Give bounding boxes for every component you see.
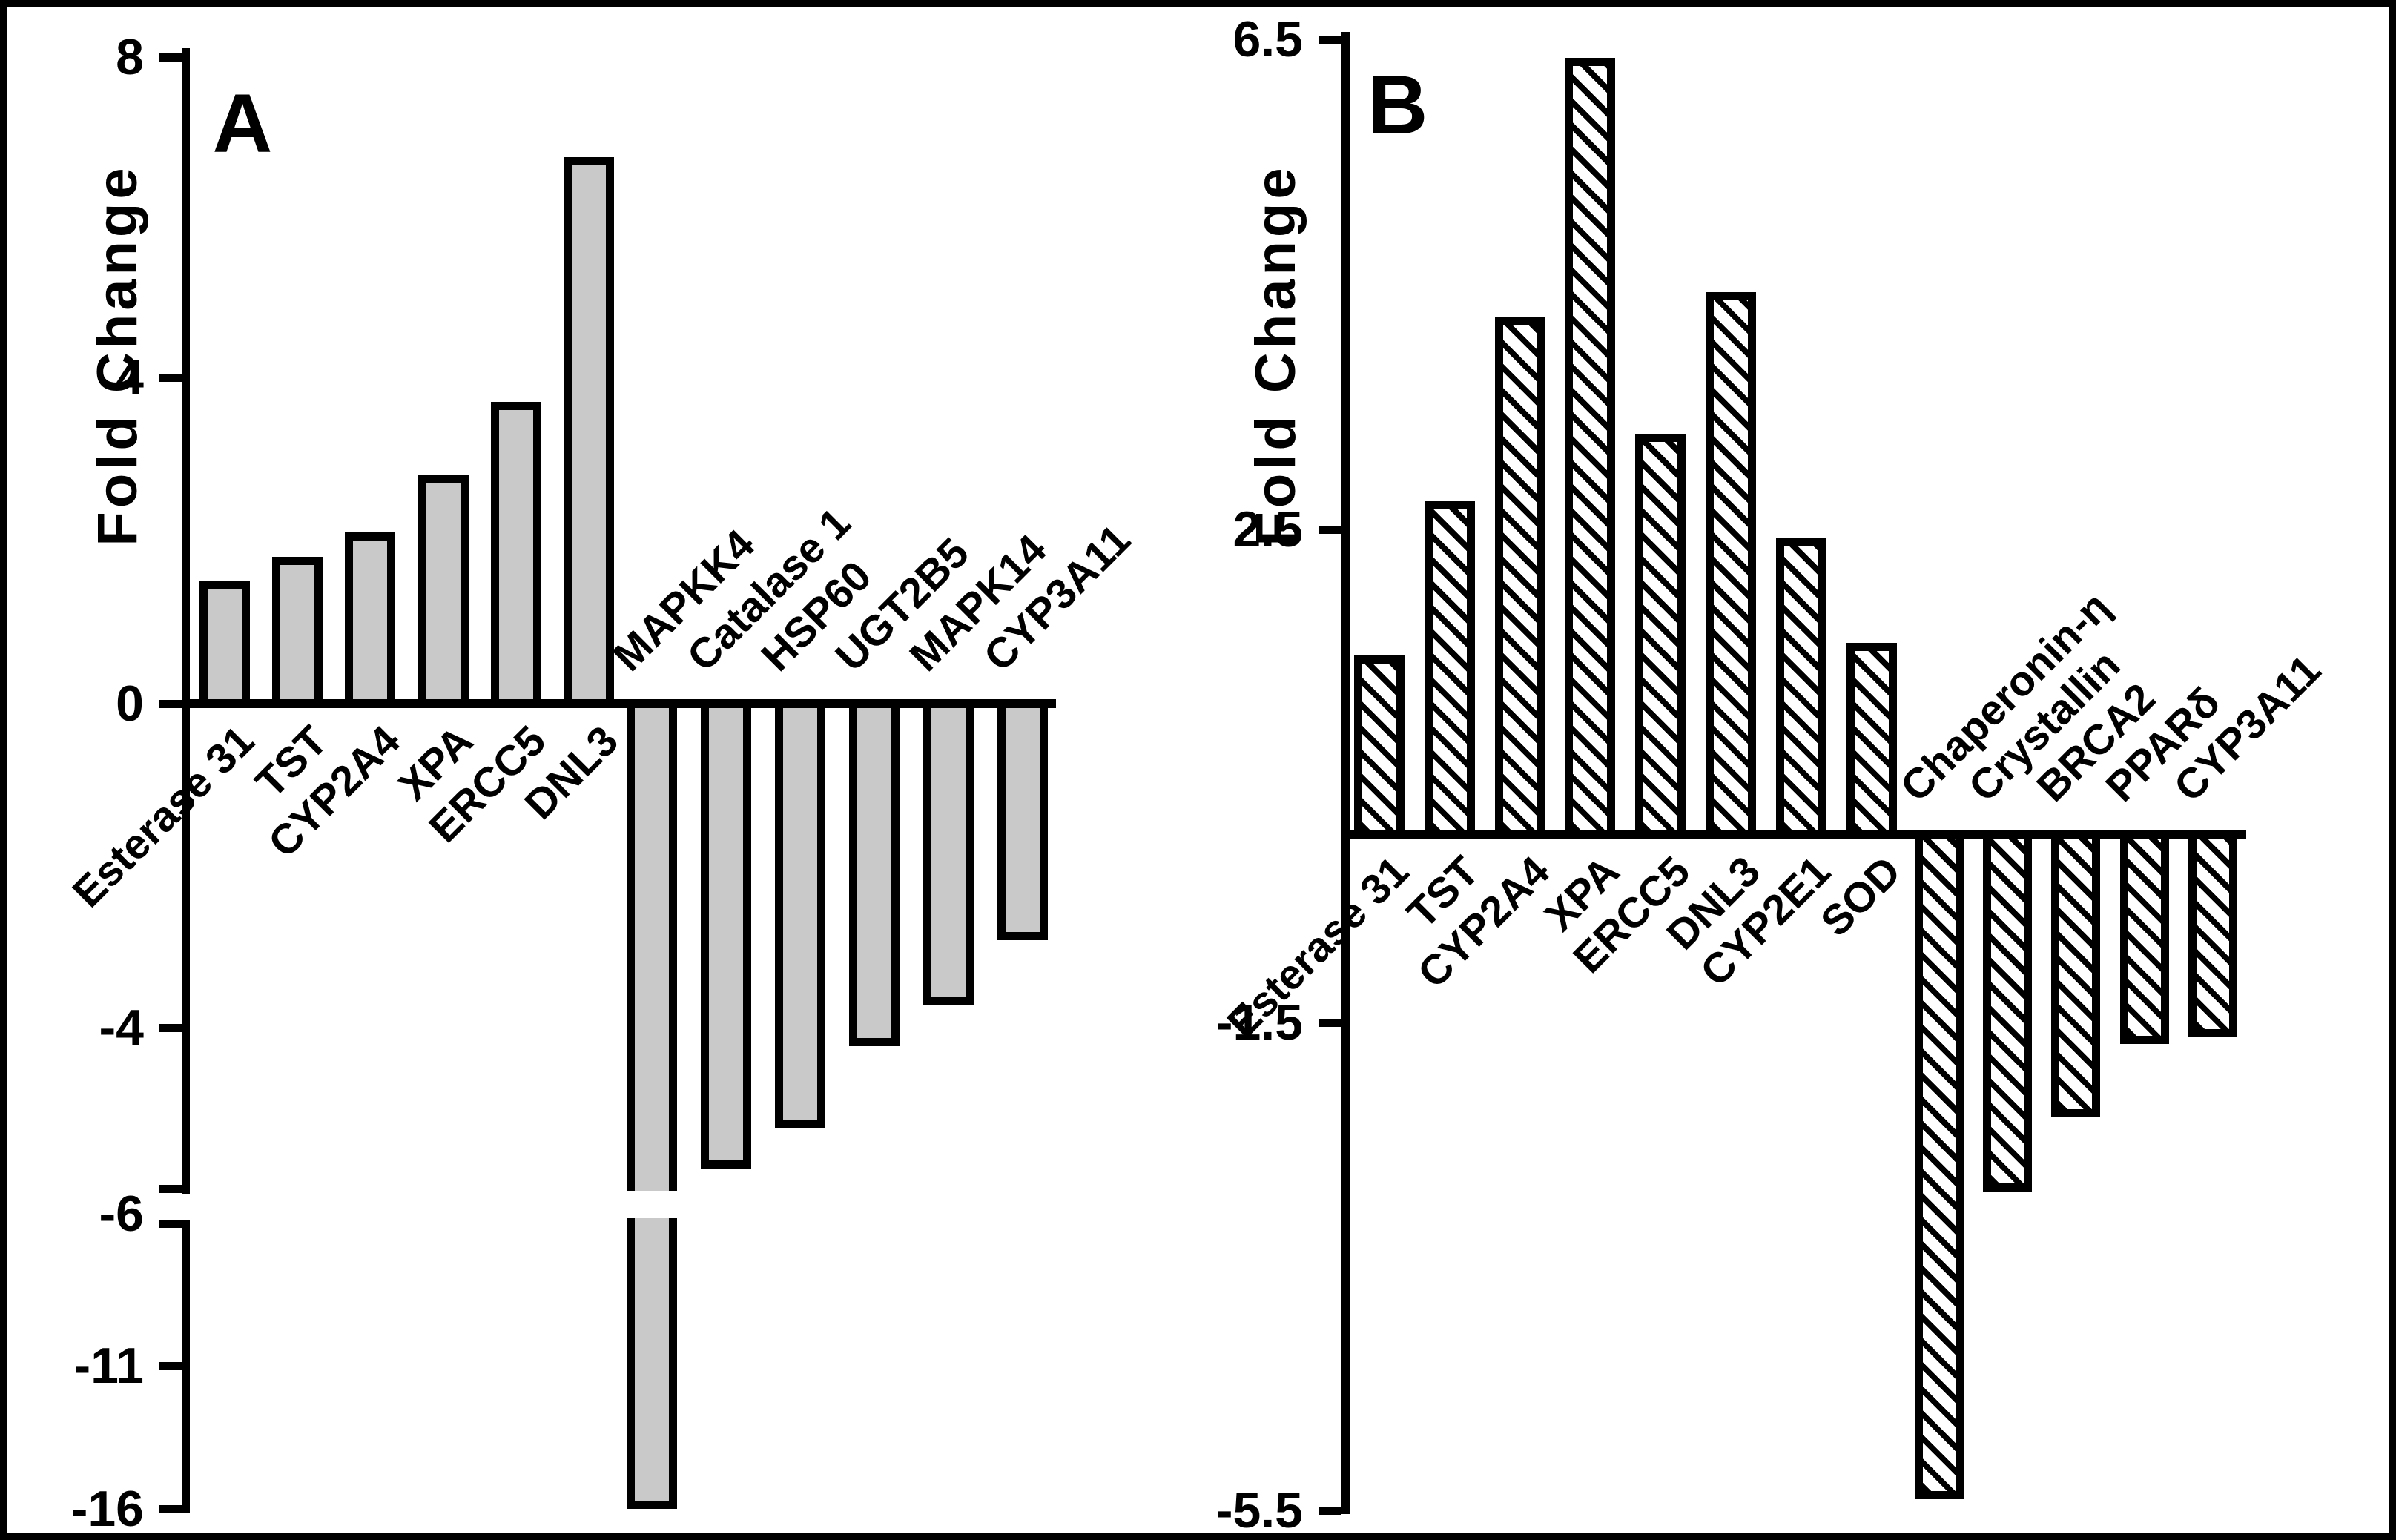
y-tick-label: 8 — [116, 29, 144, 85]
y-tick-label: -1.5 — [1215, 994, 1303, 1051]
y-axis-segment-1 — [182, 48, 190, 1194]
y-tick — [159, 1024, 182, 1032]
y-tick — [159, 53, 182, 62]
bar-cyp2e1 — [1775, 538, 1826, 839]
panel-letter-A: A — [212, 77, 273, 170]
bar-xpa — [418, 475, 469, 708]
y-tick-label: -4 — [99, 999, 144, 1056]
bar-cyp2a4 — [1494, 316, 1545, 839]
x-label-esterase-31: Esterase 31 — [1218, 847, 1419, 1048]
y-tick-label: 6.5 — [1232, 11, 1303, 67]
x-label-sod: SOD — [1812, 847, 1910, 946]
y-tick-label: 4 — [116, 349, 144, 406]
bar-esterase-31 — [1354, 655, 1405, 839]
bar-dnl3 — [1706, 291, 1756, 839]
bar-ppar — [2119, 830, 2169, 1044]
y-axis-segment-2 — [182, 1220, 190, 1513]
bar-dnl3 — [564, 157, 614, 708]
y-tick — [159, 1220, 182, 1228]
bar-chaperonin — [1915, 830, 1964, 1500]
y-tick — [159, 1505, 182, 1513]
bar-ercc5 — [1635, 433, 1686, 839]
bar-cyp3a11 — [997, 699, 1048, 940]
bar-mapkk4 — [627, 699, 677, 1509]
y-tick — [159, 1362, 182, 1370]
bar-tst — [1424, 501, 1475, 839]
bar-brca2 — [2051, 830, 2101, 1118]
y-tick — [159, 374, 182, 382]
x-label-esterase-31: Esterase 31 — [63, 716, 264, 917]
y-tick — [1319, 1507, 1341, 1515]
y-tick — [1319, 36, 1341, 44]
axis-break-gap — [620, 1191, 684, 1218]
bar-hsp60 — [775, 699, 825, 1128]
y-tick-label: -11 — [73, 1338, 144, 1394]
panel-letter-B: B — [1367, 59, 1428, 151]
bar-cyp3a11 — [2188, 830, 2237, 1038]
y-tick-label: 2.5 — [1232, 501, 1303, 558]
bar-xpa — [1565, 57, 1616, 839]
y-tick — [1319, 526, 1341, 534]
bar-crystallin — [1983, 830, 2033, 1192]
y-tick-label: 0 — [116, 675, 144, 732]
bar-tst — [272, 557, 323, 708]
y-axis — [1341, 32, 1350, 1514]
bar-esterase-31 — [199, 581, 250, 708]
y-tick — [159, 700, 182, 708]
y-tick-label: -16 — [70, 1481, 144, 1537]
bar-ercc5 — [490, 402, 541, 708]
bar-cyp2a4 — [345, 532, 396, 708]
x-baseline — [1341, 830, 2246, 839]
bar-ugt2b5 — [849, 699, 900, 1046]
y-tick — [1319, 1019, 1341, 1027]
y-axis-label-B: Fold Change — [1244, 164, 1307, 546]
y-axis-break-tick — [159, 1185, 182, 1193]
bar-catalase-1 — [701, 699, 751, 1169]
y-tick-label: -6 — [99, 1186, 144, 1242]
bar-sod — [1846, 643, 1897, 839]
x-baseline — [182, 699, 1056, 708]
bar-mapk14 — [923, 699, 974, 1005]
y-tick-label: -5.5 — [1215, 1482, 1303, 1539]
